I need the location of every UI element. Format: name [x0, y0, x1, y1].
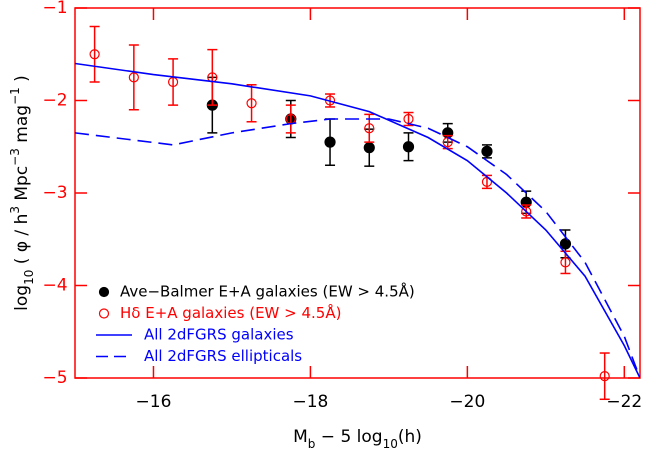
data-point [89, 49, 100, 60]
y-tick-label: −4 [42, 276, 67, 296]
y-tick-label: −5 [42, 368, 67, 388]
data-point [364, 123, 375, 134]
y-tick-label: −3 [42, 183, 67, 203]
error-bar [207, 48, 218, 106]
error-bar [128, 44, 139, 111]
data-point [481, 145, 493, 157]
y-axis-label-part: ) [12, 75, 32, 87]
series-line [75, 118, 640, 378]
error-bar [168, 58, 179, 106]
data-point [402, 141, 415, 153]
y-axis-label-part: −3 [8, 148, 22, 166]
y-axis-label-part: mag [12, 105, 32, 148]
y-axis-label-part: 3 [8, 206, 22, 214]
series-line [75, 62, 640, 378]
y-axis-label-part: log [12, 285, 32, 311]
y-axis-label: log10 ( φ / h3 Mpc−3 mag−1 ) [8, 75, 36, 311]
x-axis-label-part: (h) [398, 427, 422, 447]
x-tick-label: −22 [606, 392, 642, 412]
error-bar [599, 352, 610, 401]
x-axis-label: Mb − 5 log10(h) [293, 427, 422, 451]
legend-marker [98, 308, 110, 319]
error-bar [560, 250, 571, 275]
data-point [363, 142, 375, 154]
x-axis-label-part: M [293, 427, 308, 447]
legend-marker [98, 286, 110, 298]
legend-label: Hδ E+A galaxies (EW > 4.5Å) [120, 303, 341, 322]
data-point [599, 371, 610, 382]
data-point [521, 206, 532, 217]
y-tick-label: −2 [42, 91, 67, 111]
legend-label: All 2dFGRS ellipticals [144, 347, 302, 365]
legend-label: Ave−Balmer E+A galaxies (EW > 4.5Å) [120, 282, 415, 301]
data-point [324, 136, 336, 148]
y-tick-label: −1 [42, 0, 67, 18]
data-point [246, 98, 257, 109]
y-axis-label-part: −1 [8, 87, 22, 105]
x-axis-label-part: b [308, 437, 316, 451]
data-point [559, 238, 572, 250]
data-point [128, 72, 139, 83]
plot-frame [74, 7, 641, 379]
x-axis-label-part: 10 [383, 437, 398, 451]
error-bar [246, 84, 257, 123]
y-axis-label-part: 10 [22, 270, 36, 285]
data-point [560, 257, 571, 268]
x-tick-label: −18 [292, 392, 328, 412]
error-bar [89, 25, 100, 83]
legend-label: All 2dFGRS galaxies [144, 326, 294, 344]
y-axis-label-part: ( φ / h [12, 214, 32, 270]
y-axis-label-part: Mpc [12, 166, 32, 206]
x-tick-label: −16 [136, 392, 172, 412]
x-axis-label-part: − 5 log [315, 427, 382, 447]
x-tick-label: −20 [449, 392, 485, 412]
error-bar [285, 104, 296, 134]
